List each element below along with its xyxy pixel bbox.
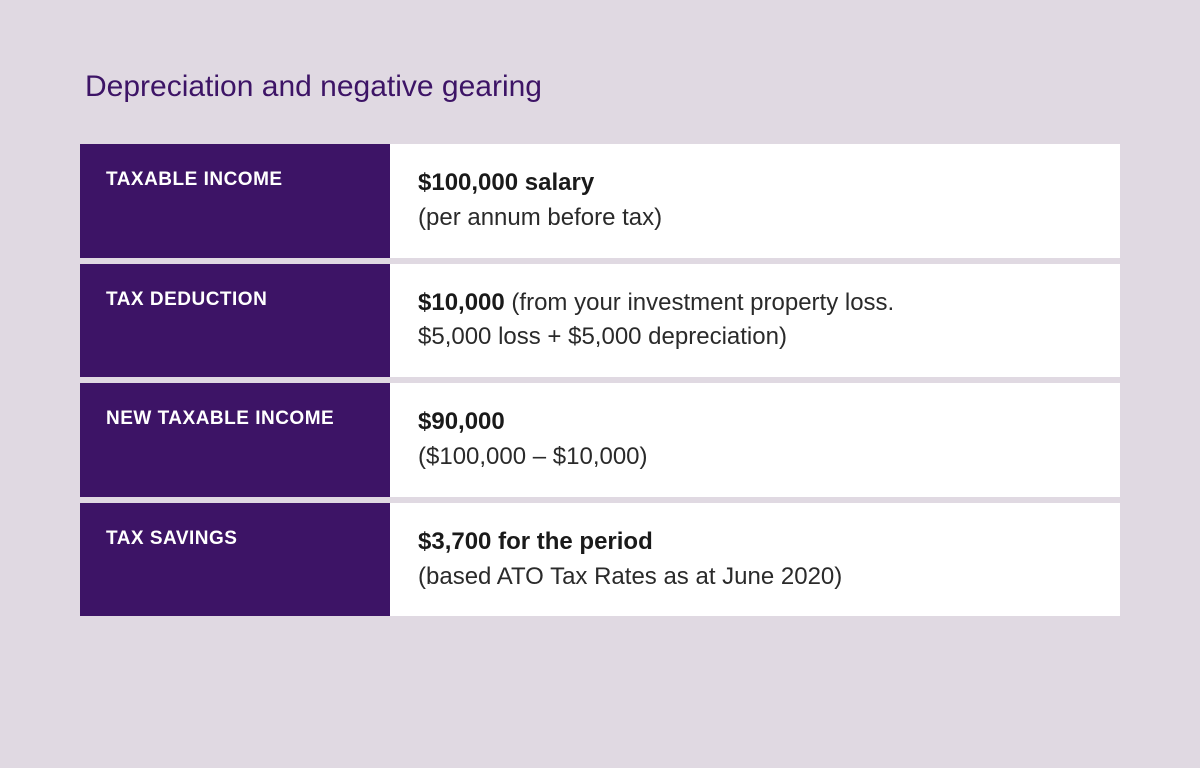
table-row: TAXABLE INCOME $100,000 salary (per annu… bbox=[80, 144, 1120, 258]
table-row: TAX SAVINGS $3,700 for the period (based… bbox=[80, 503, 1120, 617]
page-title: Depreciation and negative gearing bbox=[85, 70, 1120, 104]
value-bold: $90,000 bbox=[418, 408, 505, 435]
value-note: (per annum before tax) bbox=[418, 201, 1092, 236]
row-label: TAX DEDUCTION bbox=[80, 264, 390, 378]
table-row: NEW TAXABLE INCOME $90,000 ($100,000 – $… bbox=[80, 383, 1120, 497]
table-row: TAX DEDUCTION $10,000 (from your investm… bbox=[80, 264, 1120, 378]
value-inline-note: (from your investment property loss. bbox=[505, 289, 894, 316]
row-value: $90,000 ($100,000 – $10,000) bbox=[390, 383, 1120, 497]
value-bold: $100,000 salary bbox=[418, 169, 594, 196]
value-bold: $3,700 for the period bbox=[418, 528, 653, 555]
value-note: ($100,000 – $10,000) bbox=[418, 440, 1092, 475]
row-label: TAXABLE INCOME bbox=[80, 144, 390, 258]
tax-table: TAXABLE INCOME $100,000 salary (per annu… bbox=[80, 144, 1120, 616]
row-value: $10,000 (from your investment property l… bbox=[390, 264, 1120, 378]
value-note: (based ATO Tax Rates as at June 2020) bbox=[418, 560, 1092, 595]
value-note: $5,000 loss + $5,000 depreciation) bbox=[418, 320, 1092, 355]
row-label: NEW TAXABLE INCOME bbox=[80, 383, 390, 497]
row-label: TAX SAVINGS bbox=[80, 503, 390, 617]
row-value: $3,700 for the period (based ATO Tax Rat… bbox=[390, 503, 1120, 617]
value-bold: $10,000 bbox=[418, 289, 505, 316]
row-value: $100,000 salary (per annum before tax) bbox=[390, 144, 1120, 258]
